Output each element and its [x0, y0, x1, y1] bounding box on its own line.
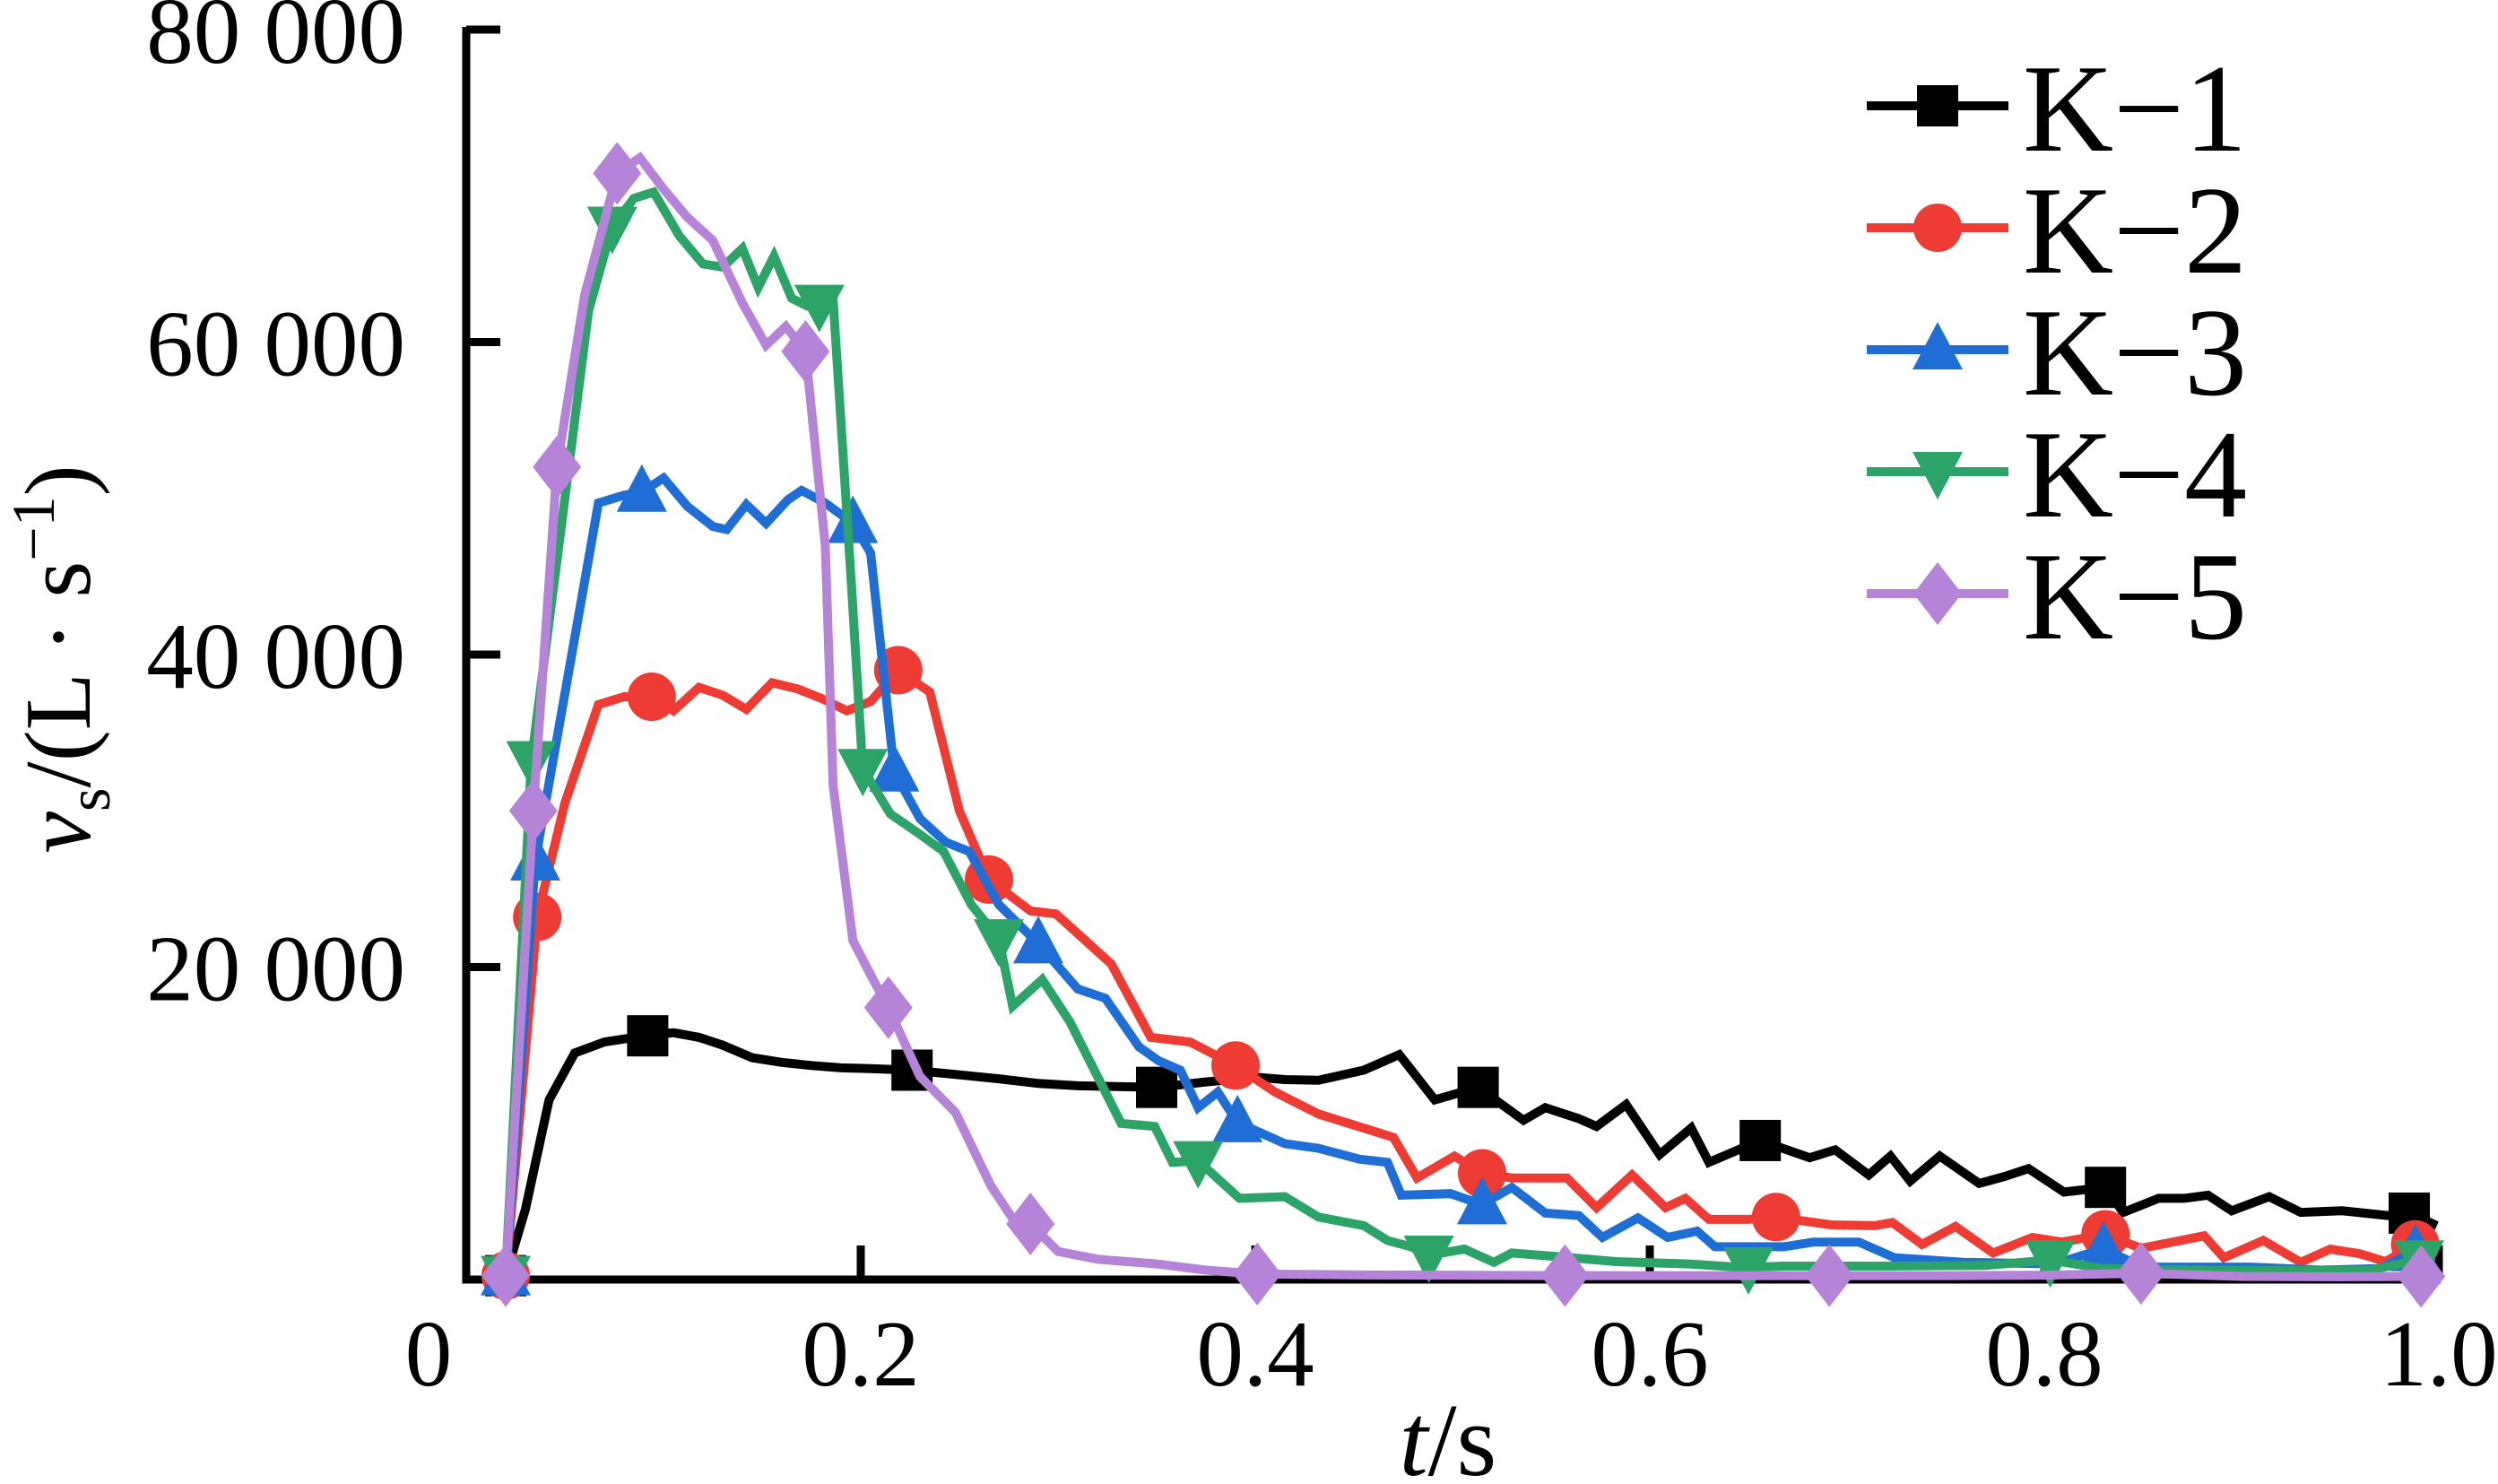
axis-titles: t/s vs/(L · s−1): [0, 464, 1496, 1484]
y-tick-label: 40 000: [146, 603, 405, 708]
triangle-down-marker: [1403, 1235, 1454, 1283]
triangle-up-marker: [1457, 1176, 1507, 1225]
triangle-up-marker: [1013, 916, 1063, 964]
legend-label: K−4: [2023, 405, 2247, 544]
series-line: [501, 152, 2422, 1281]
legend-entry-K-5: K−5: [1867, 527, 2247, 666]
series-K-5: [481, 142, 2446, 1308]
series-line: [501, 472, 2417, 1276]
y-tick-label: 80 000: [146, 0, 405, 83]
legend-circle-icon: [1913, 204, 1962, 252]
diamond-marker: [863, 976, 913, 1039]
x-tick-label: 0.8: [1985, 1301, 2103, 1406]
diamond-marker: [2116, 1242, 2165, 1306]
diamond-marker: [1233, 1242, 1282, 1306]
legend: K−1K−2K−3K−4K−5: [1867, 39, 2247, 666]
triangle-up-marker: [2078, 1221, 2129, 1270]
square-marker: [627, 1015, 669, 1057]
legend-triangle-up-icon: [1913, 322, 1963, 369]
square-marker: [1457, 1066, 1499, 1108]
triangle-up-marker: [869, 743, 920, 792]
series-K-1: [485, 1015, 2439, 1297]
x-tick-label: 0.2: [802, 1301, 919, 1406]
series-line: [501, 1028, 2439, 1278]
diamond-marker: [1006, 1192, 1055, 1255]
circle-marker: [1458, 1149, 1506, 1198]
x-tick-label: 0: [405, 1301, 453, 1406]
triangle-down-marker: [586, 206, 638, 255]
triangle-down-marker: [1723, 1247, 1774, 1296]
triangle-up-marker: [1212, 1094, 1263, 1142]
diamond-marker: [2397, 1245, 2446, 1308]
legend-entry-K-1: K−1: [1867, 39, 2247, 178]
legend-square-icon: [1917, 85, 1958, 126]
diamond-marker: [1805, 1244, 1854, 1307]
triangle-down-marker: [974, 919, 1024, 968]
y-tick-label: 60 000: [146, 291, 405, 396]
legend-entry-K-4: K−4: [1867, 405, 2247, 544]
triangle-down-marker: [1173, 1141, 1224, 1189]
triangle-down-marker: [794, 284, 845, 333]
legend-label: K−2: [2023, 161, 2247, 300]
x-axis-title: t/s: [1400, 1384, 1497, 1484]
y-tick-label: 20 000: [146, 916, 405, 1021]
axes: 20 000 40 000 60 000 80 000 0 0.2 0.4 0.6 0.8 1.0: [146, 0, 2497, 1406]
legend-entry-K-2: K−2: [1867, 161, 2247, 300]
x-tick-label: 1.0: [2380, 1301, 2497, 1406]
legend-label: K−5: [2023, 527, 2247, 666]
square-marker: [1739, 1119, 1782, 1161]
circle-marker: [1211, 1041, 1260, 1090]
triangle-down-marker: [837, 749, 889, 797]
square-marker: [2085, 1167, 2127, 1209]
diamond-marker: [1540, 1244, 1590, 1307]
legend-label: K−3: [2023, 283, 2247, 422]
diamond-marker: [508, 779, 558, 843]
legend-triangle-down-icon: [1913, 452, 1963, 499]
diamond-marker: [481, 1244, 530, 1307]
legend-label: K−1: [2023, 39, 2247, 178]
triangle-up-marker: [828, 495, 879, 543]
legend-diamond-icon: [1913, 562, 1962, 625]
square-marker: [1136, 1066, 1177, 1108]
circle-marker: [627, 673, 676, 722]
triangle-down-marker: [506, 741, 557, 789]
x-tick-label: 0.4: [1196, 1301, 1314, 1406]
y-axis-title: vs/(L · s−1): [0, 464, 123, 853]
diamond-marker: [533, 435, 582, 499]
x-tick-label: 0.6: [1591, 1301, 1708, 1406]
legend-entry-K-3: K−3: [1867, 283, 2247, 422]
triangle-up-marker: [616, 464, 667, 512]
diamond-marker: [593, 142, 642, 205]
triangle-down-marker: [2025, 1240, 2076, 1289]
diamond-marker: [781, 319, 830, 383]
circle-marker: [1751, 1193, 1800, 1242]
